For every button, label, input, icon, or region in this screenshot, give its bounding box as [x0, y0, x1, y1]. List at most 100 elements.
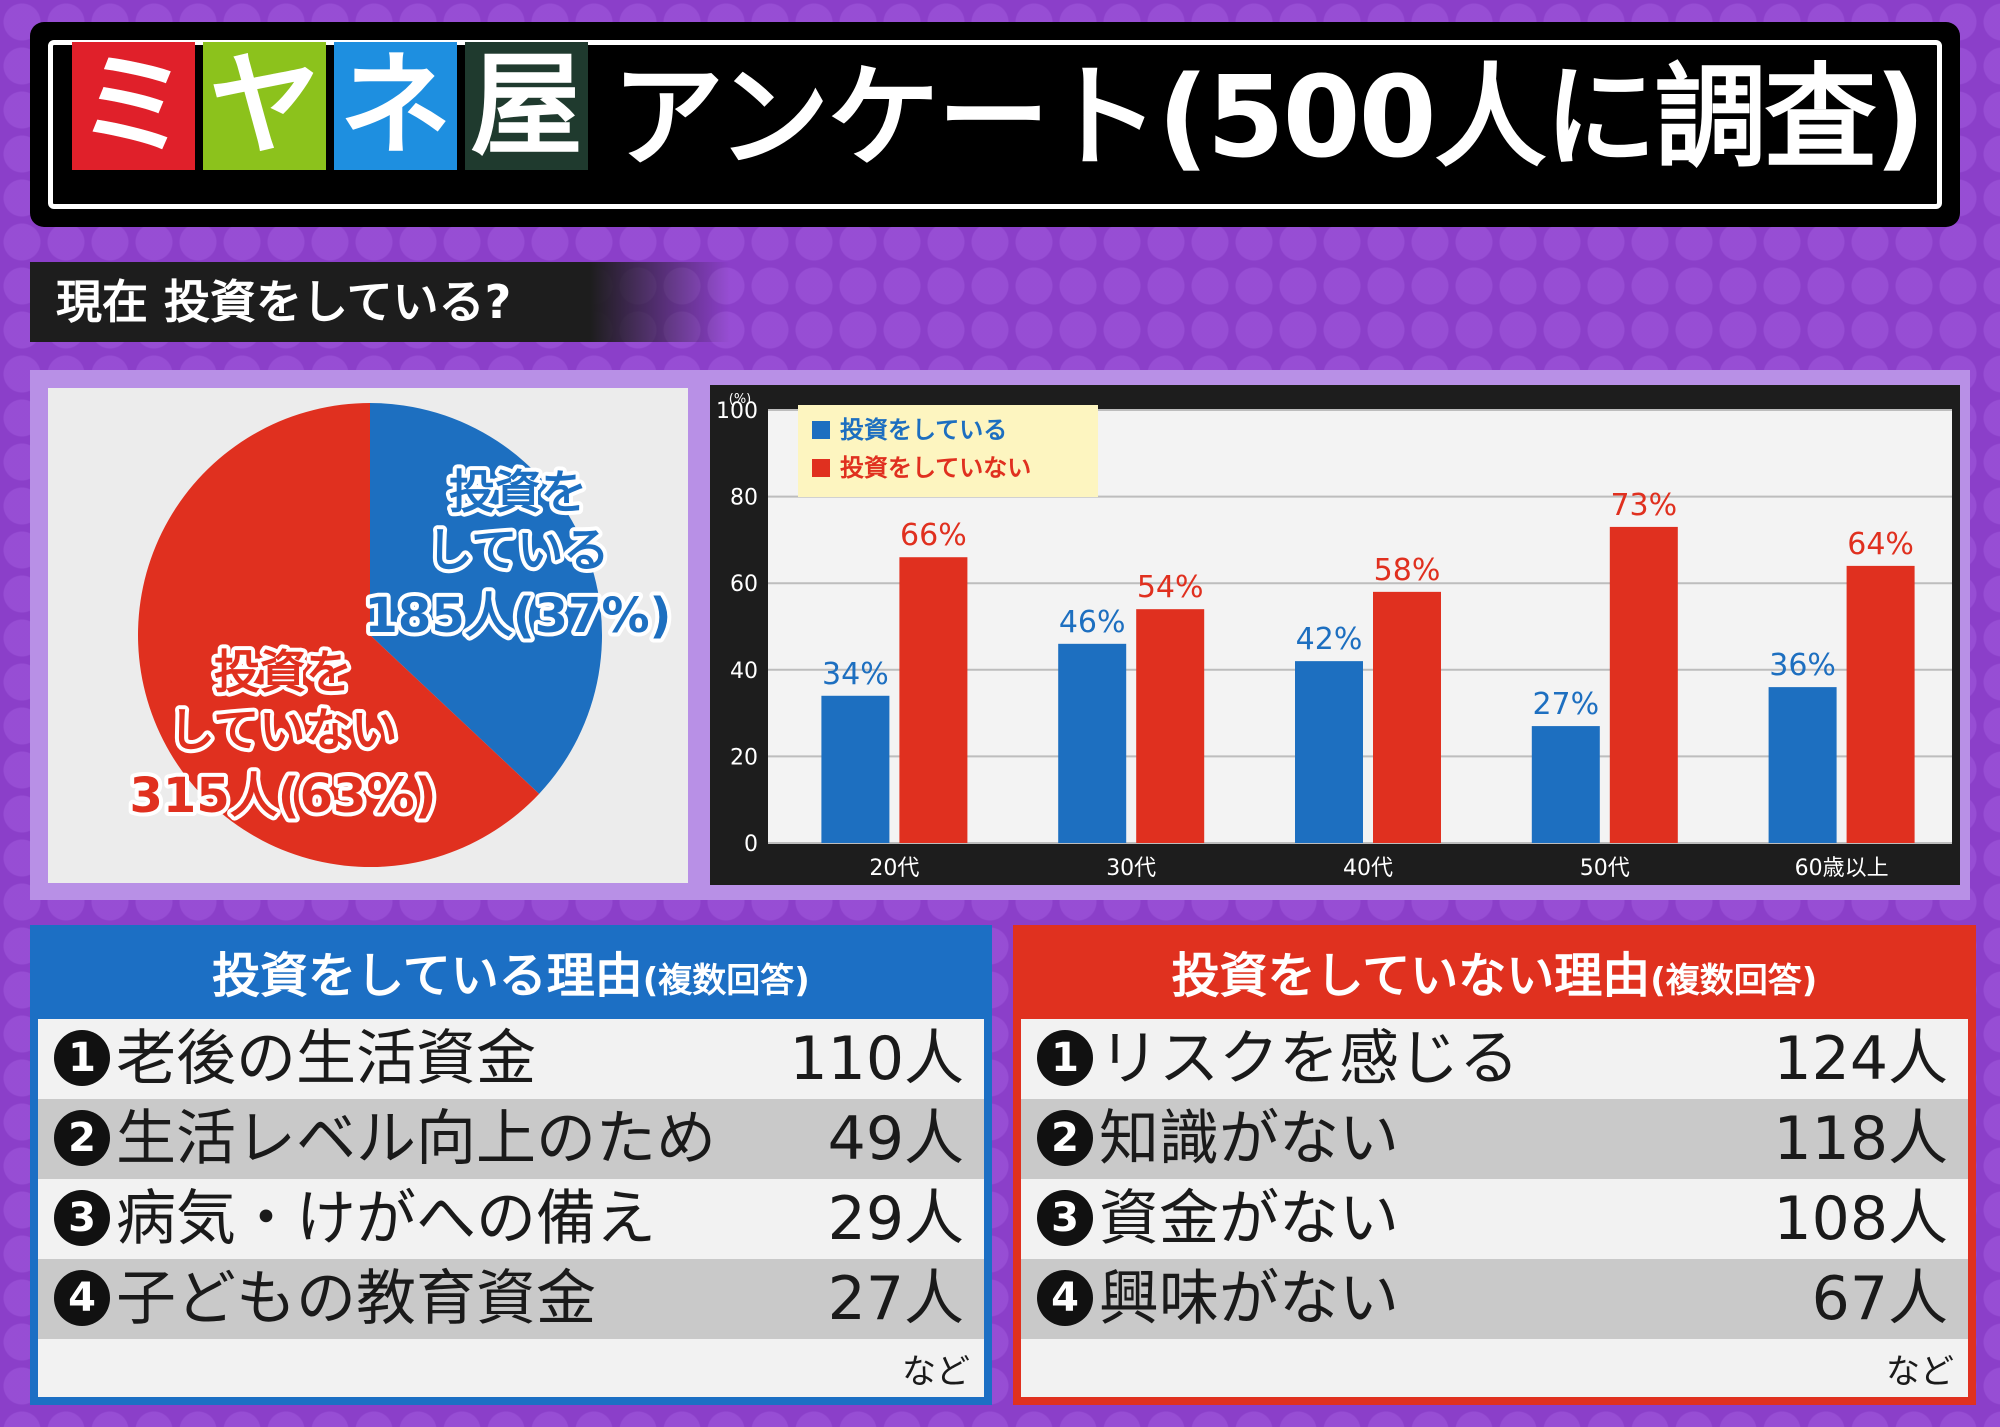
reasons-not-invest-title: 投資をしていない理由 — [1171, 948, 1651, 1004]
list-item: 2 生活レベル向上のため 49人 — [38, 1099, 984, 1179]
y-tick-label: 80 — [730, 486, 758, 511]
pie-chart-box: 投資を している 185人(37%) 投資を していない 315人(63%) — [48, 388, 688, 883]
reason-count: 29人 — [827, 1184, 964, 1254]
reasons-not-invest-list: 1 リスクを感じる 124人 2 知識がない 118人 3 資金がない 108人 4 興味がな… — [1021, 1019, 1968, 1397]
bar-value-label: 54% — [1137, 570, 1204, 605]
header-frame — [48, 40, 1942, 209]
legend-label: 投資をしていない — [840, 454, 1031, 482]
reason-label: 資金がない — [1099, 1184, 1399, 1254]
rank-badge: 2 — [1037, 1110, 1093, 1167]
bar — [1768, 687, 1837, 843]
x-tick-label: 40代 — [1343, 856, 1393, 881]
reasons-invest-title: 投資をしている理由 — [212, 948, 643, 1004]
y-tick-label: 0 — [744, 832, 758, 857]
reasons-invest-panel: 投資をしている理由(複数回答) 1 老後の生活資金 110人 2 生活レベル向上のため… — [30, 925, 992, 1405]
reason-count: 67人 — [1811, 1264, 1948, 1334]
reason-label: 老後の生活資金 — [116, 1024, 536, 1094]
bar — [899, 557, 968, 843]
bar-value-label: 36% — [1769, 648, 1836, 683]
page-title: アンケート(500人に調査) — [612, 53, 1926, 183]
reasons-invest-heading: 投資をしている理由(複数回答) — [38, 933, 984, 1019]
bar — [1058, 643, 1127, 843]
pie-slice-label: している — [427, 523, 610, 577]
list-item: 1 老後の生活資金 110人 — [38, 1019, 984, 1099]
bar-value-label: 27% — [1532, 687, 1599, 722]
bar — [1609, 526, 1678, 843]
reason-count: 118人 — [1773, 1104, 1948, 1174]
bar — [821, 695, 890, 843]
bar-value-label: 64% — [1847, 527, 1914, 562]
etc-note: など — [902, 1352, 970, 1392]
y-tick-label: 40 — [730, 659, 758, 684]
list-item: 4 子どもの教育資金 27人 — [38, 1259, 984, 1339]
x-tick-label: 50代 — [1580, 856, 1630, 881]
y-axis-unit: (%) — [729, 392, 752, 407]
rank-badge: 4 — [54, 1270, 110, 1327]
reasons-not-invest-subtitle: (複数回答) — [1650, 961, 1818, 1001]
list-item: 1 リスクを感じる 124人 — [1021, 1019, 1968, 1099]
logo-char-ne: ネ — [334, 42, 457, 170]
pie-slice-count: 315人(63%) — [130, 768, 437, 824]
pie-slice — [370, 403, 602, 794]
reason-count: 124人 — [1773, 1024, 1948, 1094]
rank-badge: 3 — [1037, 1190, 1093, 1247]
pie-slice-label: 投資を — [214, 645, 352, 699]
bar — [1373, 591, 1441, 843]
bar — [1531, 726, 1600, 843]
pie-slice-count: 185人(37%) — [365, 588, 672, 644]
pie-slice — [138, 403, 540, 867]
reason-count: 110人 — [789, 1024, 964, 1094]
list-item: 3 病気・けがへの備え 29人 — [38, 1179, 984, 1259]
bar — [1295, 661, 1363, 843]
bar-value-label: 73% — [1610, 488, 1677, 523]
reason-count: 27人 — [827, 1264, 964, 1334]
x-tick-label: 20代 — [869, 856, 919, 881]
x-tick-label: 30代 — [1106, 856, 1156, 881]
y-tick-label: 20 — [730, 745, 758, 770]
question-banner: 現在 投資をしている? — [30, 262, 730, 342]
reasons-not-invest-panel: 投資をしていない理由(複数回答) 1 リスクを感じる 124人 2 知識がない 118人… — [1013, 925, 1976, 1405]
bar-value-label: 46% — [1059, 605, 1126, 640]
y-tick-label: 100 — [716, 399, 758, 424]
list-item: 4 興味がない 67人 — [1021, 1259, 1968, 1339]
bar — [1846, 565, 1915, 843]
logo-char-ya: ヤ — [203, 42, 326, 170]
reasons-invest-list: 1 老後の生活資金 110人 2 生活レベル向上のため 49人 3 病気・けがへの備え 29… — [38, 1019, 984, 1397]
reasons-not-invest-heading: 投資をしていない理由(複数回答) — [1021, 933, 1968, 1019]
bar-value-label: 34% — [822, 657, 889, 692]
rank-badge: 4 — [1037, 1270, 1093, 1327]
bar — [1136, 609, 1205, 843]
bar-value-label: 58% — [1374, 553, 1441, 588]
legend-swatch — [812, 421, 830, 439]
rank-badge: 3 — [54, 1190, 110, 1247]
pie-slice-label: 投資を — [449, 465, 587, 519]
logo-char-mi: ミ — [72, 42, 195, 170]
reason-label: 興味がない — [1099, 1264, 1399, 1334]
etc-note: など — [1886, 1352, 1954, 1392]
y-tick-label: 60 — [730, 572, 758, 597]
list-item: 2 知識がない 118人 — [1021, 1099, 1968, 1179]
legend-swatch — [812, 459, 830, 477]
x-tick-label: 60歳以上 — [1795, 856, 1889, 881]
rank-badge: 1 — [1037, 1030, 1093, 1087]
bar-value-label: 42% — [1296, 622, 1363, 657]
legend-box — [798, 405, 1098, 497]
reasons-invest-subtitle: (複数回答) — [642, 961, 810, 1001]
rank-badge: 1 — [54, 1030, 110, 1087]
rank-badge: 2 — [54, 1110, 110, 1167]
reason-count: 49人 — [827, 1104, 964, 1174]
reason-label: 知識がない — [1099, 1104, 1399, 1174]
reason-label: 子どもの教育資金 — [116, 1264, 596, 1334]
legend-label: 投資をしている — [840, 416, 1007, 444]
reason-count: 108人 — [1773, 1184, 1948, 1254]
bar-chart-box: 0 20 40 60 80 100 (%) 投資をしている 投資をしていない 34% 66% 20代 4… — [710, 385, 1960, 885]
bar-value-label: 66% — [900, 518, 967, 553]
reason-label: リスクを感じる — [1099, 1024, 1519, 1094]
pie-slice-label: していない — [169, 703, 398, 757]
reason-label: 病気・けがへの備え — [116, 1184, 656, 1254]
logo-char-ya-house: 屋 — [465, 42, 588, 170]
list-item: 3 資金がない 108人 — [1021, 1179, 1968, 1259]
